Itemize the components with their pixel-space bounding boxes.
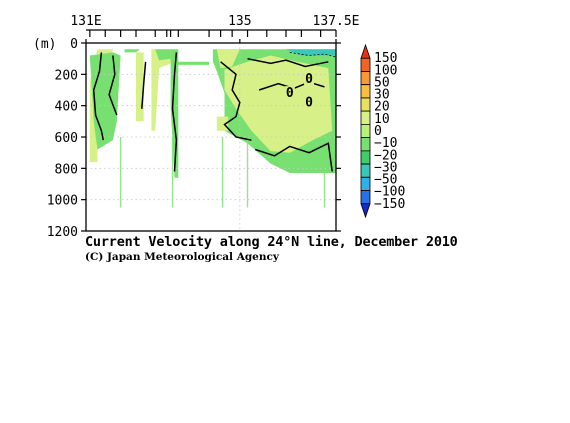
x-tick-label: 137.5E [313,14,360,29]
zero-contour-line [108,55,118,116]
contour-label: 0 [305,96,313,111]
contour-label-bg [284,86,295,100]
colorbar-label: −20 [374,148,397,163]
y-tick-label: 800 [55,162,78,177]
colorbar-label: 150 [374,51,397,66]
colorbar-label: −30 [374,160,397,175]
zero-contour-line [92,52,105,141]
colorbar-label: 50 [374,75,390,90]
colorbar-label: 0 [374,124,382,139]
contour-label: 0 [286,86,294,101]
warm-patch-mid [216,116,229,131]
cool-patch-surface-1 [124,49,140,53]
colorbar-label: 100 [374,63,397,78]
colorbar-segment [360,150,371,165]
colorbar-segment [360,123,371,139]
velocity-field [89,49,336,208]
zero-contours: 000 [92,52,337,172]
y-unit-label: (m) [33,37,56,52]
warm-column-2 [136,52,144,122]
y-tick-label: 600 [55,131,78,146]
warm-column-3 [151,49,175,131]
colorbar-segment [360,137,371,152]
contour-label-bg [304,72,315,86]
x-tick-label: 135 [228,14,251,29]
colorbar-segment [360,97,371,112]
y-tick-label: 1000 [47,194,78,209]
colorbar-segment [360,203,371,219]
contour-label-bg [304,95,315,109]
y-tick-label: 1200 [47,225,78,240]
colorbar-segment [360,190,371,205]
colorbar-label: 20 [374,100,390,115]
colorbar-segment [360,71,371,86]
colorbar-label: −100 [374,185,405,200]
y-axis: 0 200 400 600 800 1000 1200 (m) [33,37,341,240]
zero-contour-line [254,142,333,172]
colorbar-segment [360,110,371,125]
contour-label: 0 [305,72,313,87]
colorbar-label: −150 [374,197,405,212]
zero-contour-line [141,61,147,109]
grid-lines [86,43,336,231]
zero-contour-line [247,57,329,68]
colorbar-label: 30 [374,88,390,103]
colorbar-segment [360,163,371,178]
zero-contour-line [220,61,252,141]
chart-credit: (C) Japan Meteorological Agency [85,251,279,263]
y-tick-label: 400 [55,100,78,115]
contour-dashed [289,52,337,58]
colorbar-label: −50 [374,173,397,188]
cool-patch-surface-2 [155,49,171,61]
x-axis: 131E 135 137.5E [70,14,359,43]
colorbar-segment [360,43,371,59]
colorbar-segment [360,57,371,72]
chart-title: Current Velocity along 24°N line, Decemb… [85,234,458,250]
colorbar-label: 10 [374,112,390,127]
cool-band-thin [174,61,210,65]
colorbar-segment [360,84,371,99]
zero-contour-line [171,52,178,172]
y-tick-label: 0 [70,37,78,52]
colorbar-label: −10 [374,136,397,151]
x-tick-label: 131E [70,14,101,29]
y-tick-label: 200 [55,68,78,83]
colorbar-segment [360,176,371,191]
